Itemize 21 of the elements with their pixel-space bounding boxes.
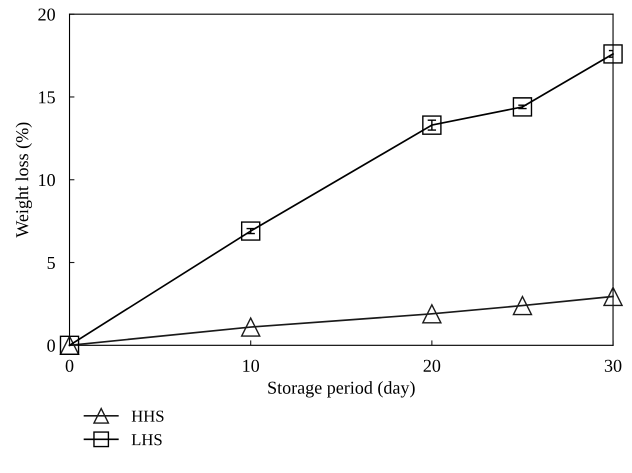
point <box>603 286 623 306</box>
point <box>603 44 623 64</box>
legend-label: HHS <box>132 410 164 422</box>
y-tick-label: 15 <box>39 91 55 104</box>
legend-label: LHS <box>132 434 162 446</box>
y-tick-label: 5 <box>48 256 55 269</box>
x-tick-label: 20 <box>424 360 440 372</box>
y-tick-label: 10 <box>39 174 55 186</box>
point <box>240 317 260 337</box>
point <box>512 97 532 117</box>
x-tick-label: 30 <box>604 360 622 372</box>
x-tick-label: 10 <box>243 360 260 372</box>
x-tick-label: 0 <box>66 360 74 372</box>
y-axis-title: Weight loss (%) <box>16 122 32 238</box>
point <box>240 221 260 241</box>
x-axis-title: Storage period (day) <box>268 381 415 398</box>
point <box>422 115 442 135</box>
y-tick-label: 20 <box>38 8 55 21</box>
point <box>422 304 442 324</box>
y-tick-label: 0 <box>47 340 55 352</box>
point <box>512 296 532 316</box>
